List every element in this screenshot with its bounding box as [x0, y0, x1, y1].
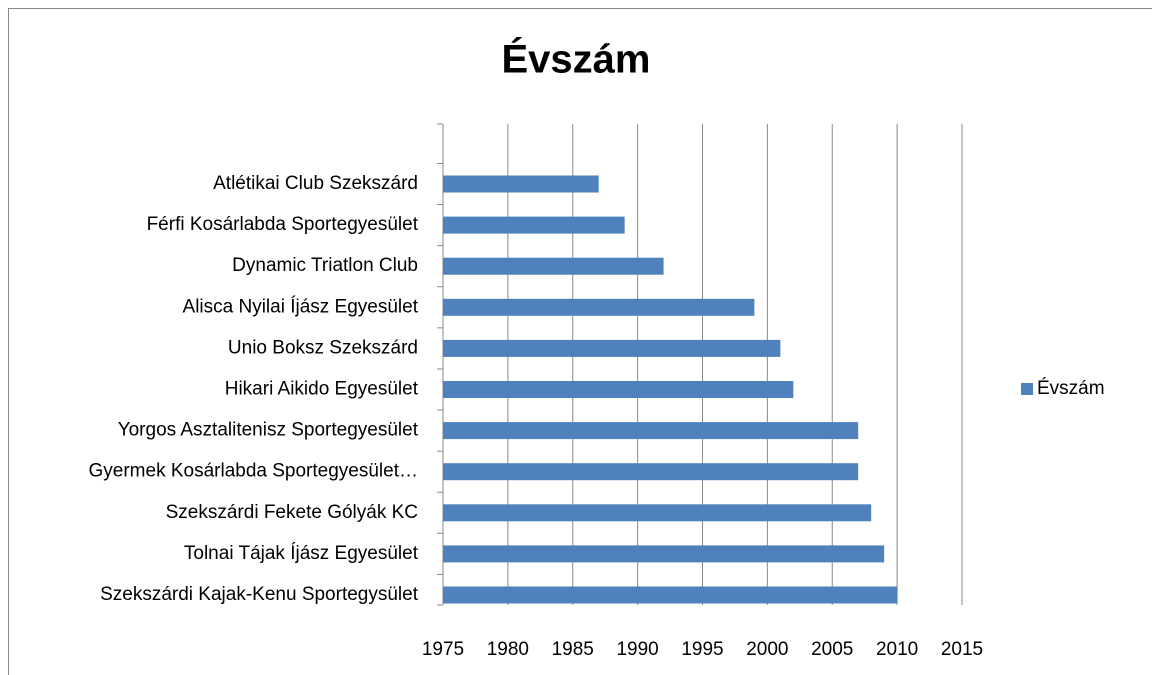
y-tick-label: Hikari Aikido Egyesület — [225, 379, 419, 400]
legend-swatch — [1021, 383, 1033, 395]
y-tick-label: Dynamic Triatlon Club — [232, 255, 418, 276]
bar — [443, 339, 781, 357]
bar — [443, 175, 599, 193]
bar — [443, 586, 898, 604]
bar — [443, 298, 755, 316]
bar — [443, 257, 664, 275]
x-tick-label: 1985 — [552, 639, 594, 660]
y-tick-label: Férfi Kosárlabda Sportegyesület — [147, 214, 419, 235]
legend-label: Évszám — [1037, 378, 1105, 399]
chart-title: Évszám — [502, 37, 651, 82]
x-tick-label: 2015 — [941, 639, 983, 660]
x-tick-label: 2010 — [876, 639, 918, 660]
bar — [443, 545, 885, 563]
y-tick-label: Yorgos Asztalitenisz Sportegyesület — [118, 420, 419, 441]
x-tick-label: 1975 — [422, 639, 464, 660]
x-tick-label: 1995 — [681, 639, 723, 660]
bar — [443, 463, 859, 481]
bar — [443, 381, 794, 398]
y-tick-label: Alisca Nyilai Íjász Egyesület — [183, 296, 419, 317]
x-tick-label: 2000 — [746, 639, 788, 660]
y-tick-label: Atlétikai Club Szekszárd — [213, 173, 418, 194]
y-tick-label: Szekszárdi Fekete Gólyák KC — [166, 502, 418, 523]
bar — [443, 216, 625, 234]
x-tick-label: 2005 — [811, 639, 853, 660]
y-tick-label: Tolnai Tájak Íjász Egyesület — [184, 543, 419, 564]
bar — [443, 422, 859, 440]
y-tick-label: Unio Boksz Szekszárd — [228, 337, 418, 358]
y-tick-label: Gyermek Kosárlabda Sportegyesület… — [89, 461, 419, 482]
y-tick-label: Szekszárdi Kajak-Kenu Sportegysület — [100, 584, 419, 605]
bar — [443, 504, 872, 522]
x-tick-label: 1990 — [616, 639, 658, 660]
x-tick-label: 1980 — [487, 639, 529, 660]
